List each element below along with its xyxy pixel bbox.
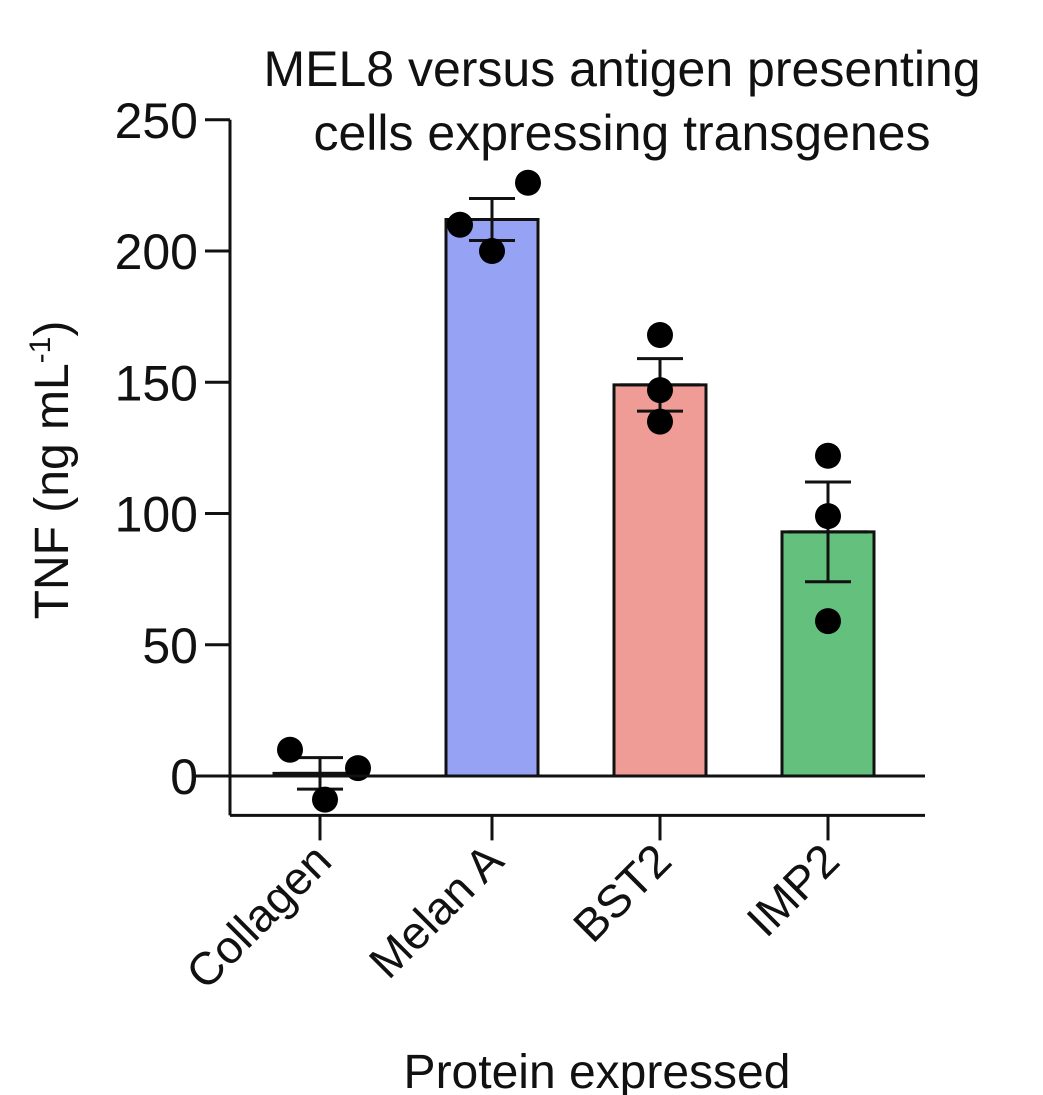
chart-title-line-2: cells expressing transgenes [314,105,931,161]
data-point [277,736,303,763]
y-tick-label: 100 [115,487,198,543]
y-axis-label-superscript: -1 [24,337,57,364]
x-tick-label: BST2 [563,834,681,952]
bar-melan-a [444,218,540,778]
data-point [647,322,673,348]
y-tick-label: 0 [170,749,198,805]
y-axis-label-close: ) [26,321,79,337]
data-point [479,238,505,264]
chart-title: MEL8 versus antigen presenting cells exp… [263,41,980,161]
x-axis: Collagen Melan A BST2 IMP2 [176,774,925,999]
data-point [647,408,673,435]
data-point [515,169,541,196]
data-point [815,608,841,635]
bars [272,218,876,778]
y-tick-label: 200 [115,224,198,280]
x-tick-label: IMP2 [736,834,849,947]
data-point [447,211,473,238]
bar-bst2 [612,383,708,778]
y-tick-label: 150 [115,355,198,411]
data-points [277,169,841,813]
x-tick-label: Collagen [176,834,341,999]
data-point [815,442,841,469]
data-point [312,786,338,813]
data-point [647,377,673,404]
y-axis-label-text: TNF (ng mL [26,363,79,619]
y-tick-label: 250 [115,93,198,149]
error-bars [280,197,868,791]
x-axis-label: Protein expressed [404,1046,791,1095]
x-tick-label: Melan A [359,833,514,988]
chart-title-line-1: MEL8 versus antigen presenting [263,41,980,97]
y-tick-label: 50 [142,618,198,674]
y-axis-label: TNF (ng mL-1) [24,321,79,620]
data-point [815,503,841,530]
y-axis: 0 50 100 150 200 250 [115,93,232,816]
